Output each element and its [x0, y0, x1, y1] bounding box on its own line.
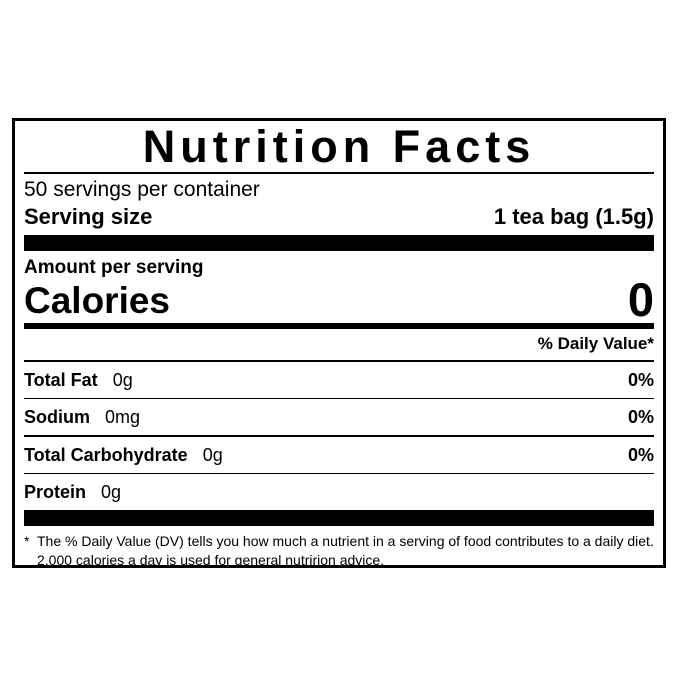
servings-per-container: 50 servings per container	[24, 178, 260, 201]
separator-bar-medium	[24, 323, 654, 329]
amount-per-serving-label: Amount per serving	[24, 257, 204, 278]
rule-above-protein	[24, 472, 654, 474]
nutrient-name: Sodium	[24, 407, 90, 427]
nutrient-daily-value: 0%	[627, 369, 654, 390]
nutrient-amount: 0g	[101, 482, 122, 502]
footnote-asterisk: *	[24, 533, 30, 549]
nutrient-name: Total Fat	[24, 369, 98, 390]
nutrient-name: Total Carbohydrate	[24, 444, 188, 465]
label-title: Nutrition Facts	[142, 121, 536, 172]
nutrition-facts-label: Nutrition Facts 50 servings per containe…	[12, 118, 666, 568]
rule-above-total-carbohydrate	[24, 435, 654, 437]
rule-above-sodium	[24, 397, 654, 399]
nutrient-left: Total Fat 0g	[24, 369, 133, 391]
nutrient-name: Protein	[24, 482, 87, 502]
footnote-text: The % Daily Value (DV) tells you how muc…	[37, 533, 654, 568]
calories-label: Calories	[24, 280, 171, 321]
serving-size-value: 1 tea bag (1.5g)	[493, 204, 654, 229]
nutrient-row-total-carbohydrate: Total Carbohydrate 0g 0%	[24, 437, 654, 473]
daily-value-header: % Daily Value*	[537, 334, 654, 353]
nutrient-row-sodium: Sodium 0mg 0%	[24, 399, 654, 435]
footnote: * The % Daily Value (DV) tells you how m…	[24, 532, 654, 570]
nutrient-left: Protein 0g	[24, 481, 121, 503]
nutrient-row-protein: Protein 0g	[24, 474, 654, 510]
nutrient-left: Sodium 0mg	[24, 406, 140, 428]
nutrient-amount: 0g	[112, 369, 133, 390]
rule-under-title	[24, 172, 654, 174]
separator-bar-thick-bottom	[24, 510, 654, 526]
nutrient-daily-value: 0%	[627, 407, 654, 427]
serving-size-label: Serving size	[24, 204, 153, 229]
nutrient-daily-value: 0%	[627, 444, 654, 465]
nutrient-amount: 0g	[202, 444, 223, 465]
nutrient-left: Total Carbohydrate 0g	[24, 444, 223, 466]
nutrient-row-total-fat: Total Fat 0g 0%	[24, 362, 654, 398]
serving-size-row: Serving size 1 tea bag (1.5g)	[24, 203, 654, 230]
rule-above-total-fat	[24, 360, 654, 362]
calories-row: Calories 0	[24, 273, 654, 326]
calories-value: 0	[627, 273, 654, 326]
separator-bar-thick-top	[24, 235, 654, 251]
nutrient-amount: 0mg	[105, 407, 141, 427]
